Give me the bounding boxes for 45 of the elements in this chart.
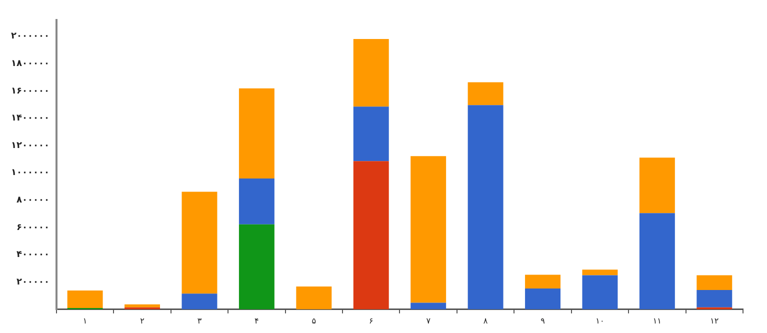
y-tick-label: ۲۰۰۰۰۰	[16, 277, 50, 288]
bar	[468, 105, 504, 310]
bar	[525, 274, 560, 289]
bar	[696, 290, 732, 308]
bar	[639, 158, 675, 214]
y-tick-label: ۱۸۰۰۰۰۰	[11, 59, 50, 70]
y-tick-label: ۴۰۰۰۰۰	[16, 250, 50, 260]
bar	[238, 88, 274, 178]
x-tick-label: ۹	[540, 316, 545, 326]
y-tick-label: ۱۴۰۰۰۰۰	[11, 114, 50, 124]
bar	[238, 178, 274, 224]
bar	[353, 161, 389, 310]
x-tick-label: ۳	[197, 316, 202, 326]
bar	[353, 38, 389, 107]
bar	[468, 82, 504, 106]
y-tick-label: ۶۰۰۰۰۰	[16, 222, 50, 233]
x-tick-label: ۷	[426, 316, 432, 326]
x-tick-label: ۸	[483, 316, 488, 326]
bar	[410, 302, 446, 310]
x-tick-label: ۱۲	[710, 316, 719, 326]
y-tick-label: ۱۰۰۰۰۰۰	[11, 168, 50, 178]
bar	[696, 275, 732, 290]
y-tick-label: ۱۶۰۰۰۰۰	[11, 86, 50, 96]
x-tick-label: ۲	[140, 316, 144, 326]
bar	[124, 304, 160, 308]
y-tick-label: ۱۲۰۰۰۰۰	[11, 140, 50, 151]
bar	[182, 294, 218, 310]
x-tick-label: ۴	[254, 316, 259, 326]
bar	[238, 224, 274, 310]
bar	[182, 192, 218, 294]
x-tick-label: ۶	[368, 316, 374, 326]
x-tick-label: ۵	[312, 316, 316, 326]
x-tick-label: ۱	[82, 316, 88, 326]
bar	[410, 156, 446, 303]
x-tick-label: ۱۰	[596, 316, 604, 326]
bar	[353, 106, 389, 162]
bar	[67, 290, 103, 308]
bar	[296, 286, 332, 310]
y-tick-label: ۲۰۰۰۰۰۰	[11, 32, 50, 42]
x-tick-label: ۱۱	[652, 316, 662, 326]
bar	[639, 213, 675, 310]
bar	[582, 275, 618, 310]
bar	[582, 270, 618, 276]
bar	[525, 288, 560, 310]
y-tick-label: ۸۰۰۰۰۰	[16, 196, 50, 206]
